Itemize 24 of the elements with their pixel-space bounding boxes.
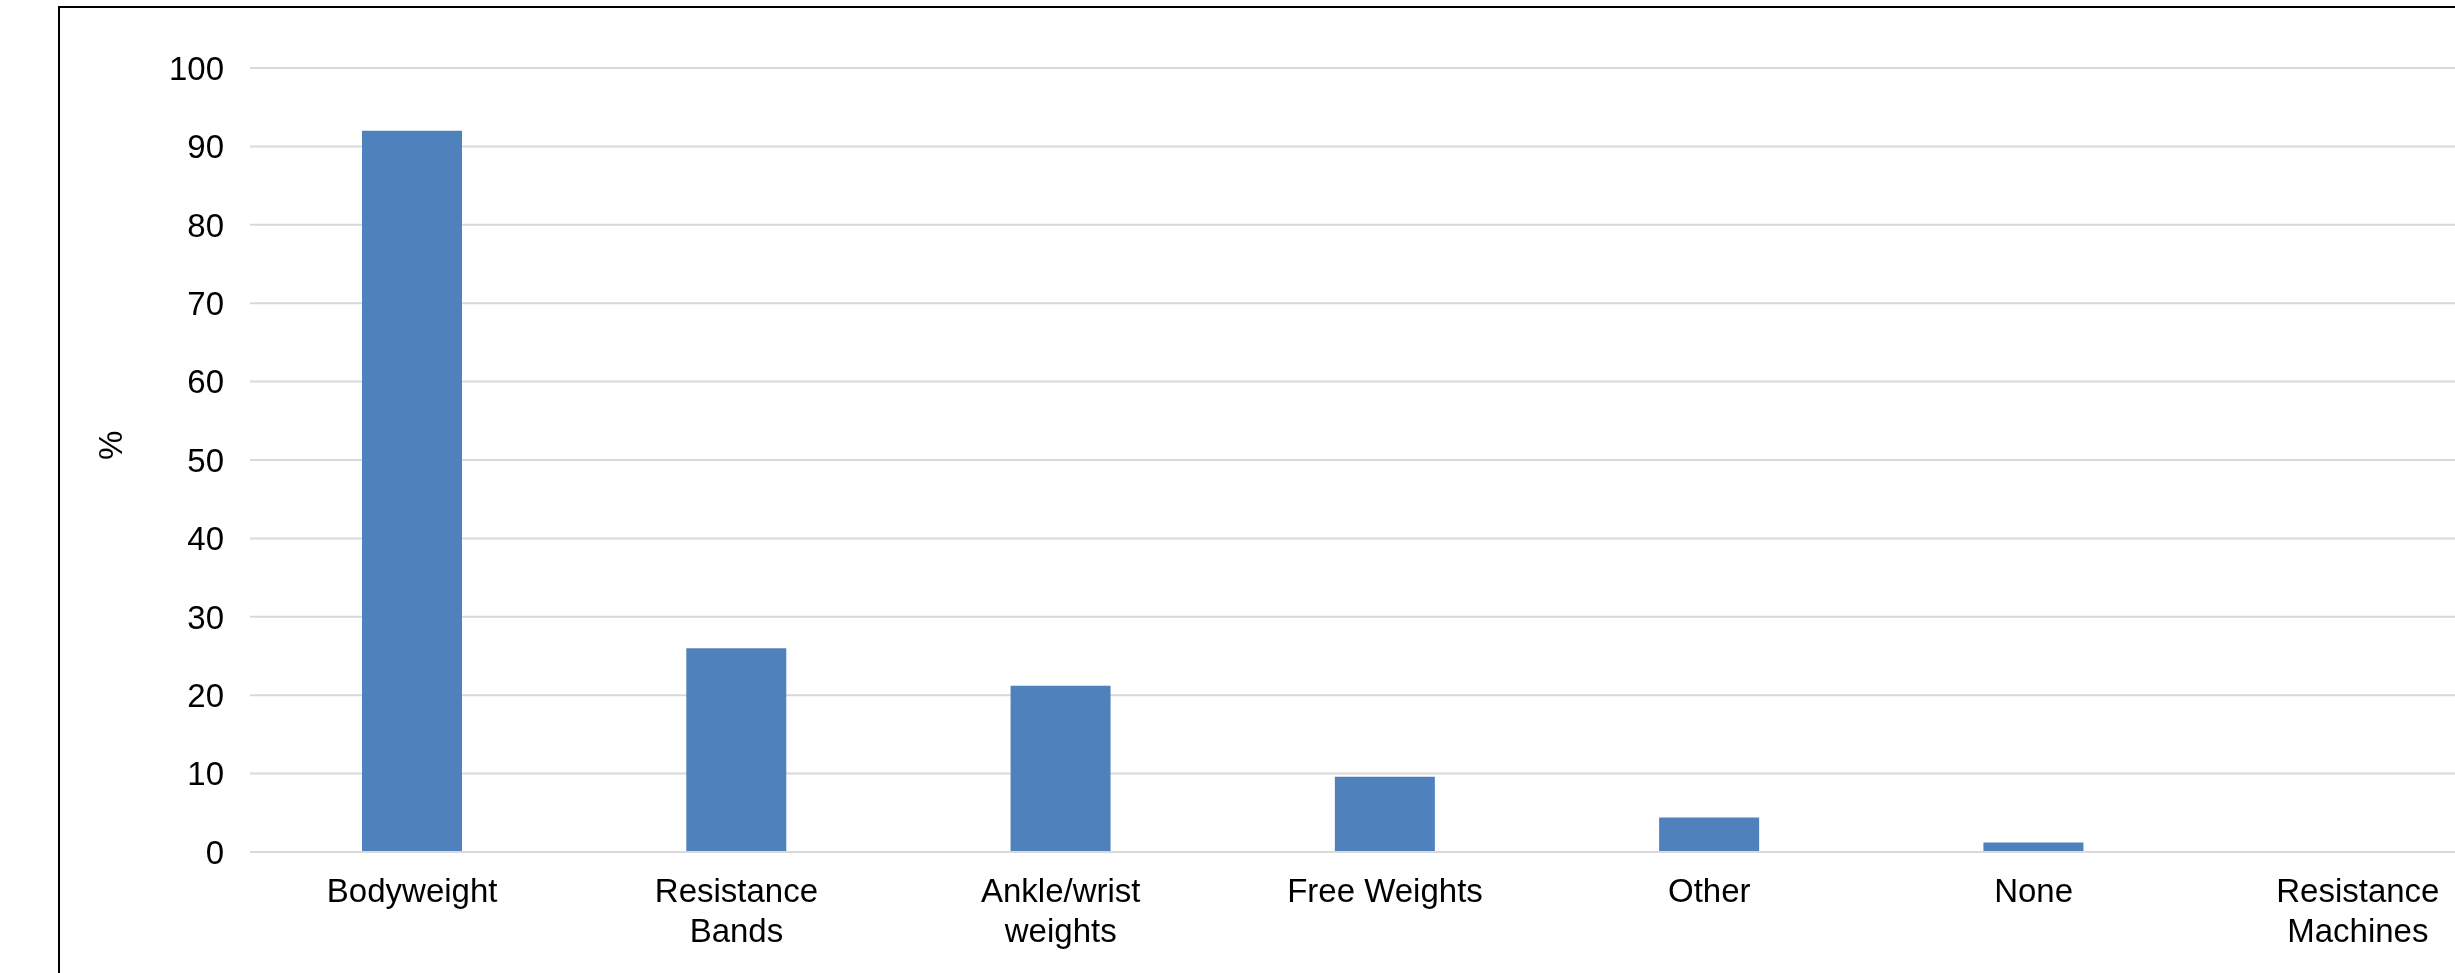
y-tick-label: 90: [187, 128, 224, 166]
y-tick-label: 80: [187, 206, 224, 244]
x-tick-label: Free Weights: [1287, 872, 1483, 909]
bar: [362, 130, 462, 852]
y-tick-label: 30: [187, 598, 224, 636]
y-tick-label: 10: [187, 755, 224, 793]
x-tick-label: Other: [1668, 872, 1751, 909]
x-tick-label: Bodyweight: [326, 872, 498, 909]
y-tick-label: 50: [187, 441, 224, 479]
bar: [686, 648, 787, 852]
x-tick-label: None: [1994, 872, 2074, 909]
bar: [1334, 776, 1435, 852]
bar: [1659, 817, 1760, 852]
y-tick-label: 40: [187, 520, 224, 558]
bar: [1010, 685, 1111, 852]
y-tick-label: 0: [205, 833, 224, 871]
y-tick-label: 70: [187, 284, 224, 322]
y-tick-label: 60: [187, 363, 224, 401]
x-tick-label: Resistance Bands: [654, 872, 819, 949]
y-tick-label: 20: [187, 676, 224, 714]
x-tick-label: Ankle/wrist weights: [980, 872, 1141, 949]
x-tick-label: Resistance Machines: [2276, 872, 2440, 949]
y-axis-title: %: [91, 430, 129, 460]
y-tick-label: 100: [168, 49, 224, 87]
